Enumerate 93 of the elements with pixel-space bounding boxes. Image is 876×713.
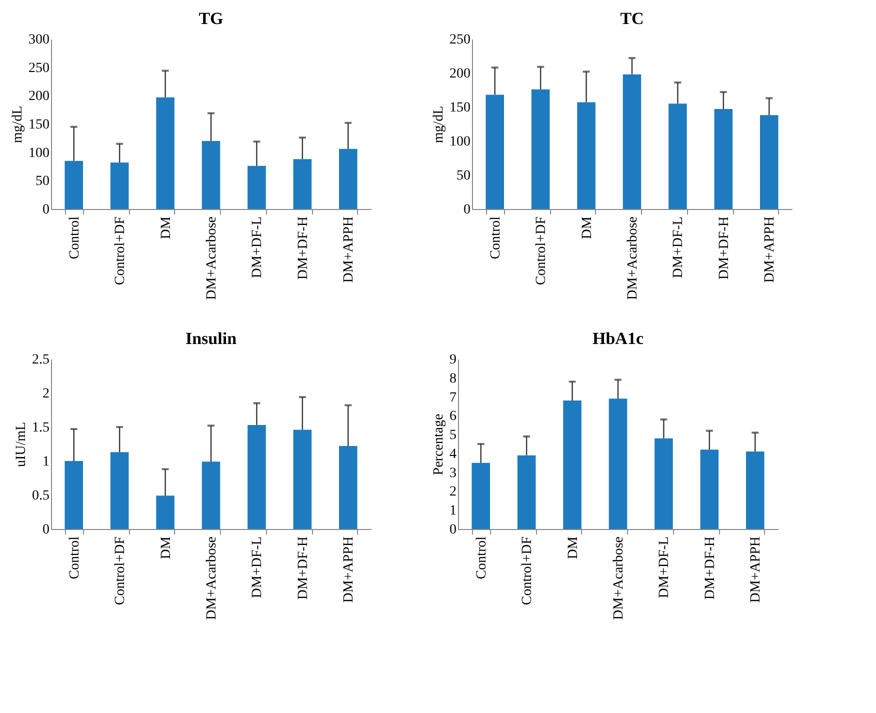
y-tick-label: 7: [450, 390, 456, 406]
chart-title: HbA1c: [592, 329, 644, 348]
x-tick-label: DM+DF-L: [657, 536, 672, 598]
x-tick-label: DM+DF-L: [250, 536, 266, 598]
y-tick-label: 300: [28, 32, 50, 48]
x-tick-label: DM+Acarbose: [612, 536, 626, 620]
bar: [293, 159, 312, 209]
x-tick-label: DM+DF-L: [671, 216, 686, 278]
x-tick-label: DM: [158, 536, 174, 560]
bar: [293, 430, 312, 529]
bar: [486, 94, 504, 209]
y-tick-label: 9: [450, 352, 456, 368]
x-tick-label: DM+DF-H: [296, 536, 311, 600]
bar: [517, 455, 536, 529]
y-tick-label: 2.5: [32, 352, 50, 368]
x-tick-label: DM+APPH: [762, 216, 778, 283]
x-tick-label: DM+DF-H: [702, 536, 718, 600]
x-tick-label: DM+DF-H: [296, 216, 311, 280]
x-tick-label: DM+DF-L: [250, 216, 266, 278]
bar: [654, 438, 673, 529]
y-tick-label: 6: [450, 409, 456, 424]
y-tick-label: 1: [42, 454, 50, 470]
bar: [608, 398, 628, 529]
bar: [746, 452, 764, 529]
x-tick-label: Control: [488, 216, 504, 260]
x-tick-label: DM+APPH: [748, 536, 764, 603]
x-tick-label: DM: [580, 216, 595, 240]
x-tick-label: Control+DF: [113, 216, 128, 286]
bar: [248, 166, 266, 209]
bar: [110, 162, 129, 209]
bar: [714, 109, 733, 209]
bar: [668, 104, 687, 209]
bar: [202, 462, 220, 529]
x-tick-label: DM+DF-H: [716, 216, 732, 280]
x-tick-label: DM: [566, 536, 581, 560]
y-tick-label: 0: [42, 202, 50, 218]
bar: [64, 160, 83, 209]
bar: [577, 102, 596, 209]
bar: [700, 450, 719, 529]
bar: [531, 89, 550, 209]
bar: [472, 462, 490, 529]
y-tick-label: 50: [36, 174, 50, 190]
bar: [248, 424, 266, 529]
bar: [64, 461, 83, 529]
y-axis-title: uIU/mL: [14, 422, 29, 468]
bar: [760, 115, 778, 209]
chart-title: TG: [198, 9, 224, 28]
x-tick-label: DM+APPH: [342, 216, 357, 283]
bar: [110, 452, 129, 529]
y-axis-title: Percentage: [432, 414, 446, 476]
x-tick-label: DM: [158, 216, 174, 240]
y-tick-label: 200: [450, 66, 470, 82]
y-tick-label: 150: [28, 118, 50, 132]
bar: [156, 496, 174, 529]
x-tick-label: DM+APPH: [342, 536, 357, 603]
x-tick-label: Control: [67, 536, 82, 580]
x-tick-label: DM+Acarbose: [204, 216, 220, 300]
bar: [339, 148, 358, 209]
bar: [202, 141, 220, 209]
y-tick-label: 150: [450, 100, 470, 116]
bar: [563, 400, 582, 529]
y-tick-label: 200: [28, 89, 50, 104]
y-tick-label: 1.5: [32, 420, 50, 436]
bar: [622, 74, 642, 209]
y-tick-label: 0.5: [32, 488, 50, 504]
x-tick-label: Control: [67, 216, 82, 260]
y-tick-label: 100: [450, 134, 470, 150]
bar: [339, 446, 358, 529]
y-axis-title: mg/dL: [432, 106, 446, 144]
chart-title: Insulin: [185, 329, 238, 348]
y-tick-label: 5: [450, 428, 456, 444]
chart-title: TC: [620, 9, 644, 28]
x-tick-label: Control+DF: [113, 536, 128, 606]
y-tick-label: 4: [450, 446, 456, 462]
x-tick-label: DM+Acarbose: [626, 216, 640, 300]
y-tick-label: 0: [450, 522, 456, 538]
y-tick-label: 8: [450, 371, 456, 386]
x-tick-label: Control+DF: [534, 216, 550, 286]
y-tick-label: 2: [42, 386, 50, 402]
bar: [156, 97, 174, 209]
y-tick-label: 0: [464, 202, 470, 218]
y-axis-title: mg/dL: [10, 106, 26, 144]
y-tick-label: 100: [28, 146, 50, 161]
x-tick-label: DM+Acarbose: [204, 536, 220, 620]
y-tick-label: 3: [450, 466, 456, 481]
x-tick-label: Control+DF: [520, 536, 536, 606]
y-tick-label: 2: [450, 484, 456, 500]
x-tick-label: Control: [474, 536, 490, 580]
y-tick-label: 0: [42, 522, 50, 538]
y-tick-label: 250: [450, 32, 470, 48]
y-tick-label: 1: [450, 504, 456, 519]
y-tick-label: 50: [456, 168, 470, 184]
y-tick-label: 250: [28, 60, 50, 76]
